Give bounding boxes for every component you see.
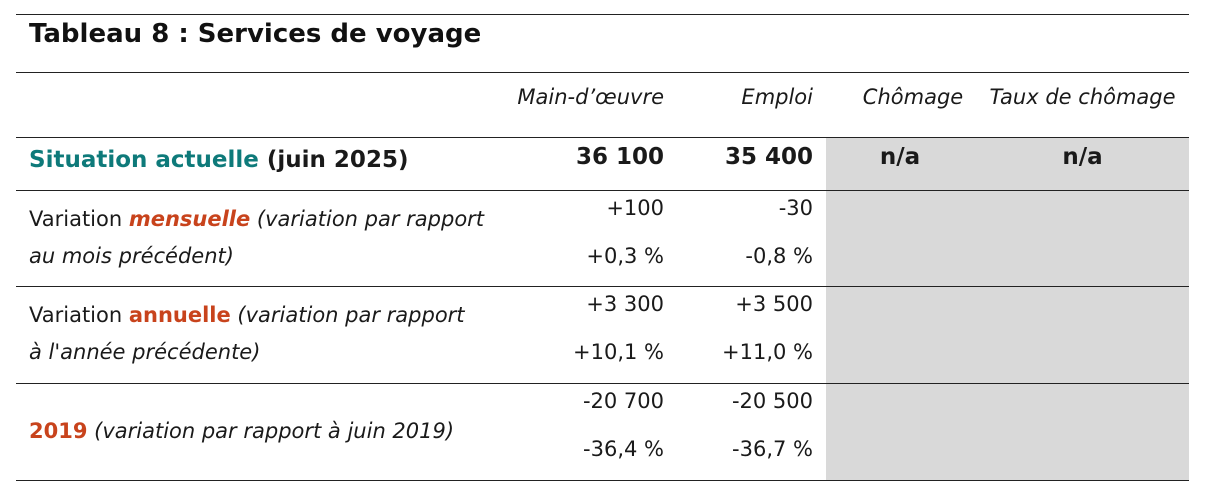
y2019-rest: (variation par rapport à juin 2019) [87,419,455,443]
monthly-pct-employment: -0,8 % [745,244,813,268]
monthly-highlight: mensuelle [128,207,251,231]
current-unemployment: n/a [879,144,921,170]
y2019-pct-labour-force: -36,4 % [583,437,664,461]
current-label-date: (juin 2025) [258,147,409,173]
table-title: Tableau 8 : Services de voyage [29,19,482,49]
rule-under-annual [16,383,1189,384]
annual-prefix: Variation [29,303,129,327]
rule-under-header [16,137,1189,138]
annual-line1-rest: (variation par rapport [230,303,465,327]
monthly-line1-rest: (variation par rapport [250,207,485,231]
row-label-annual: Variation annuelle (variation par rappor… [29,297,465,371]
annual-pct-labour-force: +10,1 % [573,340,664,364]
shaded-cells-annual [826,287,1189,383]
monthly-prefix: Variation [29,207,129,231]
col-header-unemployment-rate: Taux de chômage [989,85,1176,109]
current-unemployment-rate: n/a [1062,144,1103,170]
rule-under-monthly [16,286,1189,287]
annual-line2: à l'année précédente) [29,340,261,364]
current-labour-force: 36 100 [575,144,664,170]
rule-under-title [16,72,1189,73]
monthly-abs-employment: -30 [778,196,813,220]
annual-abs-labour-force: +3 300 [586,292,664,316]
y2019-highlight: 2019 [29,419,88,443]
col-header-labour-force: Main-d’œuvre [517,85,664,109]
shaded-cells-unemployment [826,138,1189,190]
col-header-employment: Emploi [741,85,813,109]
monthly-pct-labour-force: +0,3 % [586,244,664,268]
col-header-unemployment: Chômage [862,85,964,109]
row-label-current: Situation actuelle (juin 2025) [29,147,408,173]
current-label-main: Situation actuelle [29,147,259,173]
annual-pct-employment: +11,0 % [722,340,813,364]
monthly-line2: au mois précédent) [29,244,234,268]
y2019-abs-labour-force: -20 700 [582,389,664,413]
row-label-2019: 2019 (variation par rapport à juin 2019) [29,413,454,450]
rule-under-current [16,190,1189,191]
monthly-abs-labour-force: +100 [606,196,664,220]
annual-highlight: annuelle [128,303,231,327]
row-label-monthly: Variation mensuelle (variation par rappo… [29,201,484,275]
rule-top [16,14,1189,15]
rule-bottom [16,480,1189,481]
shaded-cells-monthly [826,191,1189,286]
annual-abs-employment: +3 500 [735,292,813,316]
shaded-cells-2019 [826,384,1189,480]
y2019-abs-employment: -20 500 [731,389,813,413]
current-employment: 35 400 [724,144,813,170]
y2019-pct-employment: -36,7 % [732,437,813,461]
